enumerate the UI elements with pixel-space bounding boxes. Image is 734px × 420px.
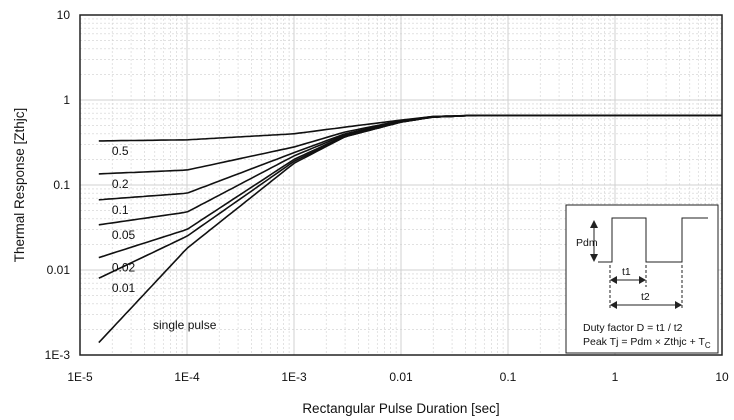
x-tick-label: 1E-4 (174, 370, 200, 384)
y-tick-label: 0.1 (53, 178, 70, 192)
t2-label: t2 (641, 291, 650, 303)
duty-factor-text: Duty factor D = t1 / t2 (583, 322, 683, 334)
series-label: 0.02 (112, 261, 136, 275)
y-tick-label: 1 (63, 93, 70, 107)
series-line-single-pulse (98, 114, 722, 344)
x-tick-label: 1 (612, 370, 619, 384)
x-tick-label: 0.01 (389, 370, 413, 384)
duty-factor-inset: Pdm t1 t2 Duty factor D = t1 / t2 Peak T… (565, 204, 719, 354)
series-group (98, 114, 722, 344)
series-label: 0.05 (112, 228, 136, 242)
x-axis-title: Rectangular Pulse Duration [sec] (302, 401, 499, 416)
series-label-single-pulse: single pulse (153, 318, 217, 332)
peak-tj-formula: Peak Tj = Pdm × Zthjc + T (583, 336, 705, 348)
x-tick-label: 0.1 (500, 370, 517, 384)
pulse-waveform (598, 217, 708, 263)
t1-label: t1 (622, 266, 631, 278)
series-label: 0.2 (112, 177, 129, 191)
grid (79, 14, 723, 356)
y-tick-label: 10 (57, 8, 71, 22)
series-label: 0.01 (112, 281, 136, 295)
x-tick-label: 10 (715, 370, 729, 384)
pdm-arrow-down-icon (590, 254, 598, 262)
peak-tj-subscript: C (705, 341, 711, 350)
y-axis-title: Thermal Response [Zthjc] (12, 108, 27, 263)
t1-arrow-right-icon (639, 276, 646, 284)
t2-arrow-right-icon (675, 301, 682, 309)
y-tick-label: 1E-3 (45, 348, 71, 362)
x-tick-label: 1E-3 (281, 370, 307, 384)
series-label: 0.1 (112, 203, 129, 217)
t1-arrow-left-icon (610, 276, 617, 284)
series-labels: 0.5 0.2 0.1 0.05 0.02 0.01 single pulse (112, 144, 217, 332)
pdm-arrow-up-icon (590, 220, 598, 228)
tick-labels: 1E-5 1E-4 1E-3 0.01 0.1 1 10 1E-3 0.01 0.1 1 10 (45, 8, 729, 384)
series-label: 0.5 (112, 144, 129, 158)
pdm-label: Pdm (576, 237, 598, 249)
x-tick-label: 1E-5 (67, 370, 93, 384)
t2-arrow-left-icon (610, 301, 617, 309)
y-tick-label: 0.01 (47, 263, 71, 277)
peak-tj-text: Peak Tj = Pdm × Zthjc + TC (583, 336, 711, 350)
plot-frame (79, 14, 723, 356)
